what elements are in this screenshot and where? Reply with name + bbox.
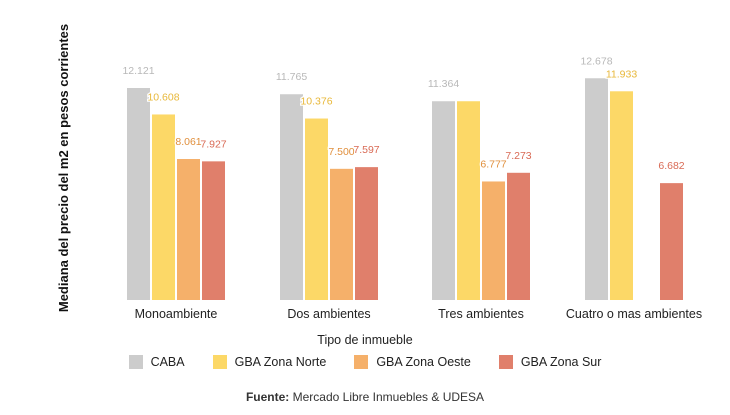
- value-label-gba-zona-norte-dos-ambientes: 10.376: [300, 96, 332, 108]
- bar-gba-zona-sur-tres-ambientes: [507, 173, 530, 300]
- value-label-gba-zona-oeste-dos-ambientes: 7.500: [328, 146, 354, 158]
- bar-gba-zona-norte-tres-ambientes: [457, 101, 480, 300]
- bars-group: [127, 78, 683, 300]
- legend-item-caba: CABA: [129, 355, 185, 369]
- x-axis-label: Tipo de inmueble: [317, 333, 412, 347]
- source-text: Mercado Libre Inmuebles & UDESA: [293, 390, 484, 404]
- bar-gba-zona-oeste-tres-ambientes: [482, 181, 505, 300]
- category-labels-group: Monoambiente Dos ambientes Tres ambientes C…: [135, 307, 702, 321]
- bar-caba-tres-ambientes: [432, 101, 455, 300]
- category-label-tres-ambientes: Tres ambientes: [438, 307, 524, 321]
- bar-caba-monoambiente: [127, 88, 150, 300]
- legend: CABA GBA Zona Norte GBA Zona Oeste GBA Zona…: [0, 355, 730, 369]
- bar-gba-zona-sur-cuatro-o-mas-ambientes: [660, 183, 683, 300]
- bar-gba-zona-sur-dos-ambientes: [355, 167, 378, 300]
- value-label-gba-zona-oeste-tres-ambientes: 6.777: [480, 158, 506, 170]
- bar-gba-zona-sur-monoambiente: [202, 161, 225, 300]
- value-label-gba-zona-oeste-monoambiente: 8.061: [175, 136, 201, 148]
- y-axis-label: Mediana del precio del m2 en pesos corri…: [56, 24, 71, 312]
- legend-item-gba-zona-oeste: GBA Zona Oeste: [354, 355, 471, 369]
- bar-gba-zona-norte-cuatro-o-mas-ambientes: [610, 91, 633, 300]
- category-label-cuatro-o-mas-ambientes: Cuatro o mas ambientes: [566, 307, 702, 321]
- legend-swatch-gba-zona-oeste: [354, 355, 368, 369]
- bar-gba-zona-norte-dos-ambientes: [305, 119, 328, 300]
- value-label-caba-tres-ambientes: 11.364: [428, 78, 459, 90]
- value-label-caba-dos-ambientes: 11.765: [276, 71, 307, 83]
- value-label-caba-monoambiente: 12.121: [122, 65, 154, 77]
- category-label-monoambiente: Monoambiente: [135, 307, 218, 321]
- bar-gba-zona-norte-monoambiente: [152, 114, 175, 300]
- value-label-gba-zona-norte-monoambiente: 10.608: [147, 91, 179, 103]
- legend-item-gba-zona-sur: GBA Zona Sur: [499, 355, 602, 369]
- bar-gba-zona-oeste-dos-ambientes: [330, 169, 353, 300]
- bar-gba-zona-oeste-monoambiente: [177, 159, 200, 300]
- value-label-gba-zona-sur-monoambiente: 7.927: [200, 138, 226, 150]
- value-label-caba-cuatro-o-mas-ambientes: 12.678: [580, 55, 612, 67]
- source-note: Fuente: Mercado Libre Inmuebles & UDESA: [0, 390, 730, 404]
- legend-swatch-caba: [129, 355, 143, 369]
- value-label-gba-zona-sur-tres-ambientes: 7.273: [505, 150, 531, 162]
- legend-item-gba-zona-norte: GBA Zona Norte: [213, 355, 327, 369]
- value-label-gba-zona-norte-cuatro-o-mas-ambientes: 11.933: [606, 68, 637, 80]
- legend-swatch-gba-zona-norte: [213, 355, 227, 369]
- value-label-gba-zona-sur-dos-ambientes: 7.597: [353, 144, 379, 156]
- legend-label-gba-zona-norte: GBA Zona Norte: [235, 355, 327, 369]
- source-prefix: Fuente:: [246, 390, 289, 404]
- legend-label-gba-zona-oeste: GBA Zona Oeste: [376, 355, 471, 369]
- legend-label-caba: CABA: [151, 355, 185, 369]
- value-label-gba-zona-sur-cuatro-o-mas-ambientes: 6.682: [658, 160, 684, 172]
- bar-caba-dos-ambientes: [280, 94, 303, 300]
- bar-caba-cuatro-o-mas-ambientes: [585, 78, 608, 300]
- category-label-dos-ambientes: Dos ambientes: [287, 307, 370, 321]
- legend-swatch-gba-zona-sur: [499, 355, 513, 369]
- legend-label-gba-zona-sur: GBA Zona Sur: [521, 355, 602, 369]
- bar-chart: Mediana del precio del m2 en pesos corri…: [0, 0, 730, 415]
